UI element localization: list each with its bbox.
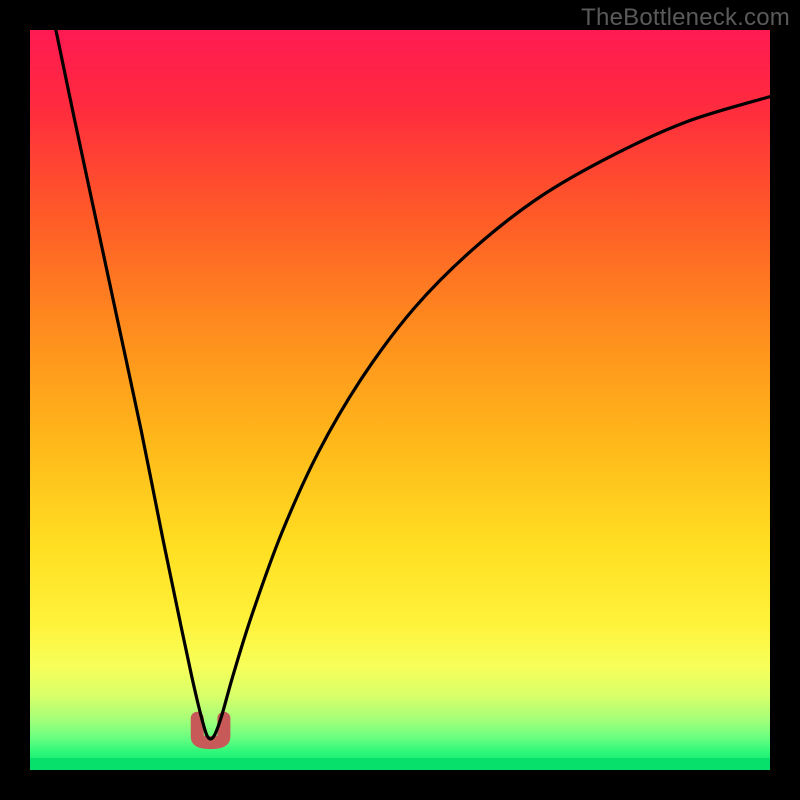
gradient-background [30,30,770,770]
plot-area [30,30,770,770]
watermark-text: TheBottleneck.com [581,4,790,32]
bottleneck-chart [0,0,800,800]
figure-root: TheBottleneck.com [0,0,800,800]
bottom-green-band [30,758,770,770]
